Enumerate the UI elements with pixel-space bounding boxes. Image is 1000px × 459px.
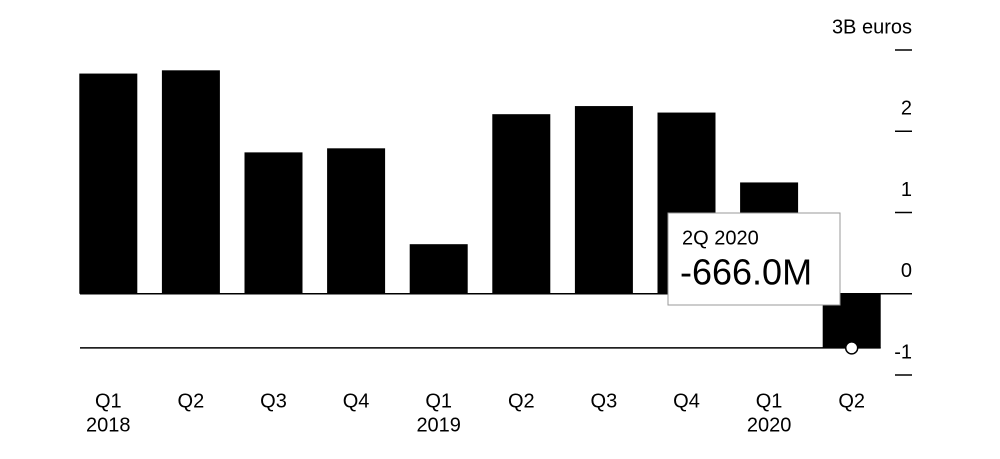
x-year-label: 2020 (747, 414, 792, 436)
bar (244, 152, 303, 294)
x-year-label: 2019 (416, 414, 461, 436)
tooltip: 2Q 2020 -666.0M (667, 212, 841, 306)
x-tick-label: Q4 (673, 390, 700, 412)
bar (409, 244, 468, 294)
x-tick-label: Q1 (95, 390, 122, 412)
y-tick-label: 3B euros (832, 16, 912, 38)
x-tick-label: Q1 (756, 390, 783, 412)
bar (79, 73, 138, 294)
x-tick-label: Q3 (260, 390, 287, 412)
y-tick-label: 1 (901, 179, 912, 201)
x-tick-label: Q3 (591, 390, 618, 412)
bar (492, 114, 551, 294)
tooltip-box (667, 212, 841, 306)
bar (574, 106, 633, 294)
y-tick-label: 2 (901, 98, 912, 120)
x-tick-label: Q4 (343, 390, 370, 412)
tooltip-value: -666.0M (680, 252, 812, 293)
x-tick-label: Q2 (838, 390, 865, 412)
bar (161, 70, 220, 294)
x-tick-label: Q2 (178, 390, 205, 412)
y-tick-label: -1 (894, 341, 912, 363)
bar (327, 148, 386, 294)
hover-dot (844, 341, 859, 355)
x-tick-label: Q2 (508, 390, 535, 412)
y-tick-label: 0 (901, 260, 912, 282)
x-tick-label: Q1 (425, 390, 452, 412)
x-year-label: 2018 (86, 414, 131, 436)
tooltip-title: 2Q 2020 (682, 227, 759, 249)
